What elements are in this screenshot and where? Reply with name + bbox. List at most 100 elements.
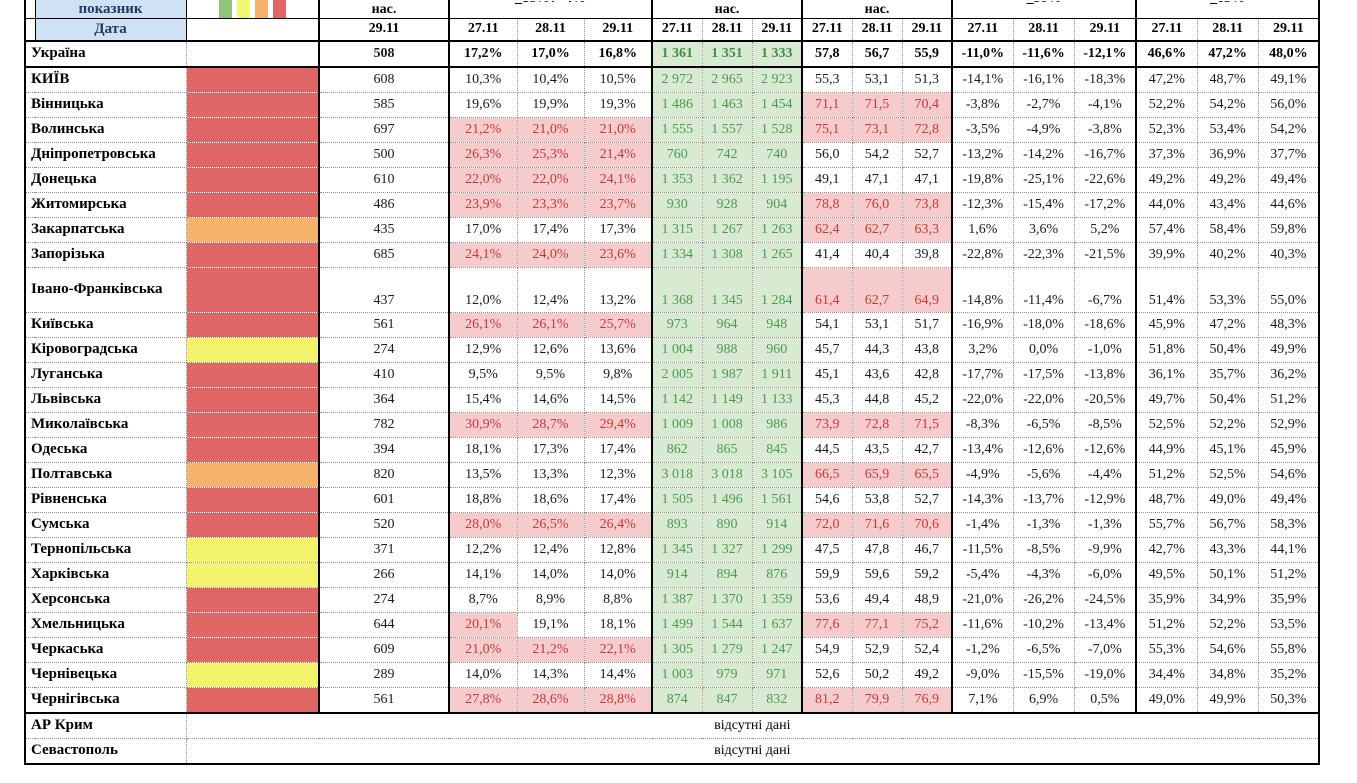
population-rate-cell: 685 [318, 242, 450, 268]
active-pct-cell: 26,1% [448, 312, 518, 338]
bed-occupancy-cell: 76,0 [851, 192, 903, 218]
bed-occupancy-cell: 43,8 [901, 337, 953, 363]
bed-occupancy-cell: 65,9 [851, 462, 903, 488]
dynamics-pct-cell: -13,4% [1073, 612, 1137, 638]
bed-occupancy-cell: 49,1 [801, 167, 853, 193]
vaccination-pct-cell: 54,6% [1257, 462, 1320, 488]
hospitalized-cell: 865 [701, 437, 753, 463]
vaccination-pct-cell: 56,7% [1196, 512, 1259, 538]
hospitalized-cell: 1 008 [701, 412, 753, 438]
dynamics-pct-cell: -13,7% [1012, 487, 1075, 513]
dynamics-pct-cell: -9,0% [951, 662, 1014, 688]
bed-occupancy-cell: 62,7 [851, 217, 903, 243]
active-pct-cell: 28,0% [448, 512, 518, 538]
hospitalized-cell: 986 [751, 412, 803, 438]
header-row-indicator: показник нас. _18%?+4% нас. нас. _50% [24, 0, 1320, 19]
bed-occupancy-cell: 73,1 [851, 117, 903, 143]
table-row: Запорізька 685 24,1% 24,0% 23,6% 1 334 1… [24, 242, 1320, 268]
dynamics-pct-cell: 0,5% [1073, 687, 1137, 714]
vaccination-pct-cell: 54,2% [1196, 92, 1259, 118]
vaccination-pct-cell: 36,1% [1135, 362, 1198, 388]
dynamics-pct-cell: -16,9% [951, 312, 1014, 338]
dynamics-pct-cell: 0,0% [1012, 337, 1075, 363]
active-pct-cell: 12,2% [448, 537, 518, 563]
active-pct-cell: 28,7% [516, 412, 585, 438]
dynamics-pct-cell: 1,6% [951, 217, 1014, 243]
status-color-cell [185, 512, 320, 538]
bed-occupancy-cell: 59,9 [801, 562, 853, 588]
vaccination-pct-cell: 56,0% [1257, 92, 1320, 118]
vaccination-pct-cell: 35,9% [1257, 587, 1320, 613]
vaccination-pct-cell: 37,3% [1135, 142, 1198, 168]
active-pct-cell: 13,5% [448, 462, 518, 488]
table-body: Україна 508 17,2% 17,0% 16,8% 1 361 1 35… [24, 40, 1320, 714]
table-row: Закарпатська 435 17,0% 17,4% 17,3% 1 315… [24, 217, 1320, 243]
bed-occupancy-cell: 54,1 [801, 312, 853, 338]
population-rate-cell: 289 [318, 662, 450, 688]
dynamics-pct-cell: -1,3% [1073, 512, 1137, 538]
hospitalized-cell: 1 387 [651, 587, 703, 613]
active-pct-cell: 21,0% [583, 117, 653, 143]
dynamics-pct-cell: -13,8% [1073, 362, 1137, 388]
vaccination-pct-cell: 47,2% [1135, 66, 1198, 93]
active-pct-cell: 22,1% [583, 637, 653, 663]
active-pct-cell: 22,0% [516, 167, 585, 193]
dynamics-pct-cell: -9,9% [1073, 537, 1137, 563]
bed-occupancy-cell: 51,7 [901, 312, 953, 338]
dynamics-pct-cell: -22,6% [1073, 167, 1137, 193]
active-pct-cell: 18,1% [583, 612, 653, 638]
bed-occupancy-cell: 75,1 [801, 117, 853, 143]
table-row: Харківська 266 14,1% 14,0% 14,0% 914 894… [24, 562, 1320, 588]
bed-occupancy-cell: 77,1 [851, 612, 903, 638]
active-pct-cell: 23,7% [583, 192, 653, 218]
dynamics-pct-cell: -22,0% [1012, 387, 1075, 413]
dynamics-pct-cell: -2,7% [1012, 92, 1075, 118]
date-cell: 29.11 [901, 18, 953, 42]
hospitalized-cell: 1 361 [651, 40, 703, 68]
region-name: Житомирська [24, 192, 187, 218]
bed-occupancy-cell: 78,8 [801, 192, 853, 218]
vaccination-pct-cell: 49,9% [1257, 337, 1320, 363]
population-rate-cell: 274 [318, 587, 450, 613]
bed-occupancy-cell: 52,9 [851, 637, 903, 663]
date-cell: 27.11 [951, 18, 1014, 42]
dynamics-pct-cell: -12,6% [1073, 437, 1137, 463]
active-pct-cell: 8,8% [583, 587, 653, 613]
hospitalized-cell: 914 [651, 562, 703, 588]
bed-occupancy-cell: 57,8 [801, 40, 853, 68]
hospitalized-cell: 988 [701, 337, 753, 363]
region-name: Львівська [24, 387, 187, 413]
population-rate-cell: 561 [318, 687, 450, 714]
vaccination-pct-cell: 52,2% [1196, 412, 1259, 438]
active-pct-cell: 23,6% [583, 242, 653, 268]
hospitalized-cell: 1 987 [701, 362, 753, 388]
dynamics-pct-cell: -11,6% [951, 612, 1014, 638]
vaccination-pct-cell: 59,8% [1257, 217, 1320, 243]
date-cell: 28.11 [851, 18, 903, 42]
bed-occupancy-cell: 71,1 [801, 92, 853, 118]
bed-occupancy-cell: 62,4 [801, 217, 853, 243]
hospitalized-cell: 760 [651, 142, 703, 168]
legend-orange-swatch [254, 0, 268, 18]
hospitalized-cell: 971 [751, 662, 803, 688]
vaccination-pct-cell: 55,0% [1257, 267, 1320, 313]
active-pct-cell: 21,0% [516, 117, 585, 143]
active-pct-cell: 12,3% [583, 462, 653, 488]
dynamics-pct-cell: -13,4% [951, 437, 1014, 463]
bed-occupancy-cell: 49,4 [851, 587, 903, 613]
active-pct-cell: 12,4% [516, 267, 585, 313]
table-row: КИЇВ 608 10,3% 10,4% 10,5% 2 972 2 965 2… [24, 66, 1320, 93]
status-color-cell [185, 687, 320, 714]
hospitalized-cell: 914 [751, 512, 803, 538]
vaccination-pct-cell: 49,9% [1196, 687, 1259, 714]
hospitalized-cell: 3 105 [751, 462, 803, 488]
dynamics-pct-cell: -12,3% [951, 192, 1014, 218]
hospitalized-cell: 1 362 [701, 167, 753, 193]
bed-occupancy-cell: 44,8 [851, 387, 903, 413]
bed-occupancy-cell: 53,8 [851, 487, 903, 513]
hospitalized-cell: 1 149 [701, 387, 753, 413]
hospitalized-cell: 1 528 [751, 117, 803, 143]
active-pct-cell: 13,2% [583, 267, 653, 313]
active-pct-cell: 17,4% [516, 217, 585, 243]
vaccination-pct-cell: 45,9% [1135, 312, 1198, 338]
